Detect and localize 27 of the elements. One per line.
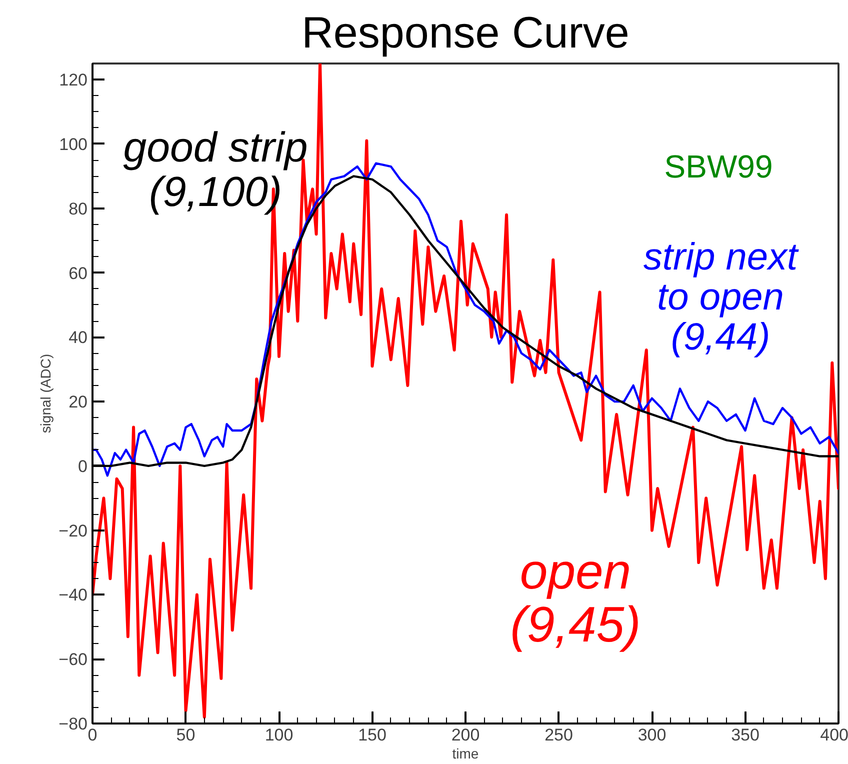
x-axis-title: time [452, 746, 479, 762]
y-tick-label: −40 [58, 586, 88, 605]
y-tick-label: −60 [58, 650, 88, 670]
x-tick-label: 250 [544, 726, 573, 744]
x-tick-label: 150 [358, 726, 386, 744]
y-tick-label: 120 [59, 70, 88, 90]
x-tick-label: 400 [820, 726, 848, 744]
series-label: open (9,45) [510, 544, 641, 653]
series-label: good strip (9,100) [123, 124, 308, 216]
chart-title: Response Curve [302, 8, 630, 58]
y-tick-label: 0 [78, 456, 88, 476]
x-tick-label: 300 [638, 726, 666, 744]
series-label: strip next to open (9,44) [643, 236, 800, 358]
y-tick-label: 40 [68, 328, 88, 348]
y-tick-label: 100 [59, 134, 88, 154]
y-tick-label: −80 [58, 714, 88, 734]
y-tick-label: 80 [68, 199, 88, 218]
y-tick-label: −20 [58, 521, 88, 540]
x-tick-label: 350 [731, 726, 760, 744]
x-tick-label: 200 [451, 726, 480, 744]
line-series [92, 64, 838, 719]
y-axis-title: signal (ADC) [38, 354, 54, 434]
y-tick-label: 20 [68, 392, 88, 412]
x-tick-label: 100 [264, 726, 294, 744]
annotation: SBW99 [664, 148, 773, 184]
y-tick-label: 60 [68, 264, 88, 283]
x-tick-label: 50 [176, 726, 196, 744]
